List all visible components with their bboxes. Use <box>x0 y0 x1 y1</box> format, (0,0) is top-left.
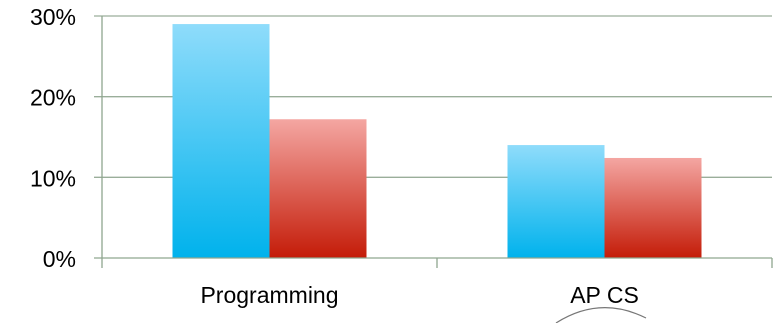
y-tick-label: 10% <box>30 165 76 191</box>
x-tick-label: Programming <box>200 282 338 308</box>
decorative-arc <box>555 307 647 324</box>
y-tick-label: 0% <box>43 246 76 272</box>
bar <box>269 119 367 259</box>
bars <box>172 24 702 259</box>
bar <box>172 24 270 258</box>
bar <box>604 157 702 258</box>
y-tick-label: 30% <box>30 4 76 30</box>
tick-labels: 0% 10% 20% 30% Programming AP CS <box>30 4 639 308</box>
axes <box>94 16 773 268</box>
bar <box>507 145 605 258</box>
y-tick-label: 20% <box>30 85 76 111</box>
x-tick-label: AP CS <box>570 282 639 308</box>
